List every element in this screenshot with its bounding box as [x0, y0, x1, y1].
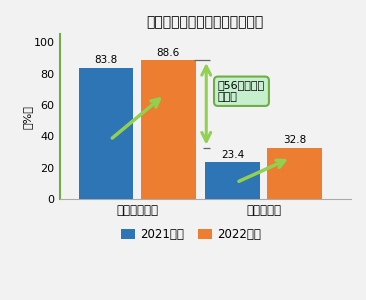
Bar — [205, 162, 260, 199]
Legend: 2021年度, 2022年度: 2021年度, 2022年度 — [116, 223, 265, 246]
Text: 23.4: 23.4 — [221, 150, 244, 160]
Y-axis label: （%）: （%） — [22, 105, 32, 129]
Bar — [268, 148, 322, 199]
Bar — [141, 60, 195, 199]
Text: 88.6: 88.6 — [157, 48, 180, 58]
Title: 損害保険に関する教育について: 損害保険に関する教育について — [147, 15, 264, 29]
Text: 83.8: 83.8 — [94, 55, 118, 65]
Text: 約56ポイント
の乖離: 約56ポイント の乖離 — [218, 80, 265, 102]
Bar — [79, 68, 133, 199]
Text: 32.8: 32.8 — [283, 135, 306, 145]
